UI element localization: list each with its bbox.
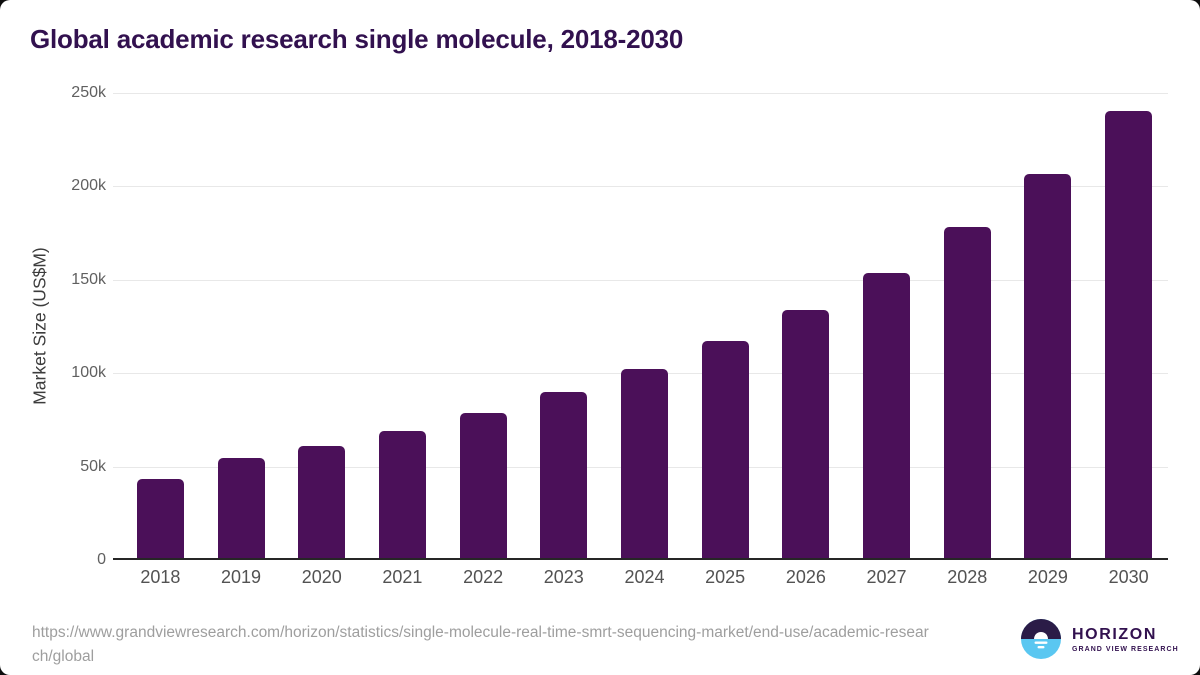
horizon-logo[interactable]: HORIZON GRAND VIEW RESEARCH (1021, 619, 1179, 659)
x-tick-label-2029: 2029 (1027, 567, 1068, 587)
bar-slot-2020 (281, 93, 362, 560)
x-tick-label-2021: 2021 (382, 567, 423, 587)
x-tick-label-2027: 2027 (866, 567, 907, 587)
x-tick-label-2025: 2025 (705, 567, 746, 587)
bar-slot-2029 (1008, 93, 1089, 560)
bar-2030[interactable] (1105, 110, 1153, 560)
gridline-250k (113, 93, 1168, 94)
y-tick-label-0: 0 (97, 551, 106, 568)
x-tick-label-2028: 2028 (947, 567, 988, 587)
source-url-line2: ch/global (32, 647, 95, 665)
bar-2024[interactable] (620, 369, 668, 560)
bar-2028[interactable] (943, 226, 991, 560)
y-tick-label-250k: 250k (71, 84, 106, 101)
bar-slot-2022 (443, 93, 524, 560)
bar-slot-2027 (846, 93, 927, 560)
bar-slot-2028 (927, 93, 1008, 560)
bar-slot-2023 (523, 93, 604, 560)
gridline-200k (113, 186, 1168, 188)
logo-brand: HORIZON (1072, 625, 1157, 643)
y-tick-label-150k: 150k (71, 270, 106, 288)
bar-slot-2018 (120, 93, 201, 560)
x-tick-label-2030: 2030 (1108, 567, 1149, 587)
bar-2025[interactable] (701, 341, 749, 560)
x-tick-label-2022: 2022 (463, 567, 504, 587)
bar-2022[interactable] (459, 412, 507, 560)
bar-2029[interactable] (1024, 173, 1072, 560)
bar-2019[interactable] (217, 457, 265, 560)
bar-2023[interactable] (540, 391, 588, 560)
chart-title: Global academic research single molecule… (30, 24, 684, 54)
x-tick-label-2026: 2026 (785, 567, 826, 587)
bar-2026[interactable] (782, 309, 830, 560)
bar-2027[interactable] (863, 272, 911, 560)
bar-chart-plot: Market Size (US$M) 0 50k 100k 150k 200k 250k … (30, 84, 1169, 588)
x-tick-label-2023: 2023 (543, 567, 584, 587)
bar-slot-2024 (604, 93, 685, 560)
source-url: https://www.grandviewresearch.com/horizo… (32, 621, 929, 668)
bar-slot-2019 (201, 93, 282, 560)
logo-text: HORIZON GRAND VIEW RESEARCH (1072, 626, 1179, 653)
x-tick-label-2020: 2020 (301, 567, 342, 587)
bar-slot-2030 (1088, 93, 1169, 560)
bar-2018[interactable] (136, 479, 184, 560)
y-tick-label-50k: 50k (80, 457, 106, 475)
x-axis-tick-labels: 2018 2019 2020 2021 2022 2023 2024 2025 2026 2027… (120, 567, 1169, 588)
x-tick-label-2019: 2019 (221, 567, 262, 587)
bar-2020[interactable] (298, 445, 346, 560)
bar-2021[interactable] (378, 430, 426, 560)
bars-area (120, 93, 1169, 560)
bar-slot-2021 (362, 93, 443, 560)
gridline-150k (113, 279, 1168, 281)
logo-subbrand: GRAND VIEW RESEARCH (1072, 645, 1179, 653)
x-tick-label-2018: 2018 (140, 567, 181, 587)
horizon-sunset-icon (1021, 619, 1061, 659)
y-tick-label-200k: 200k (71, 177, 106, 195)
bar-slot-2025 (685, 93, 766, 560)
y-tick-label-100k: 100k (71, 364, 106, 382)
bar-slot-2026 (766, 93, 847, 560)
source-url-line1: https://www.grandviewresearch.com/horizo… (32, 624, 929, 641)
x-axis-line (113, 558, 1168, 560)
x-tick-label-2024: 2024 (624, 567, 665, 587)
